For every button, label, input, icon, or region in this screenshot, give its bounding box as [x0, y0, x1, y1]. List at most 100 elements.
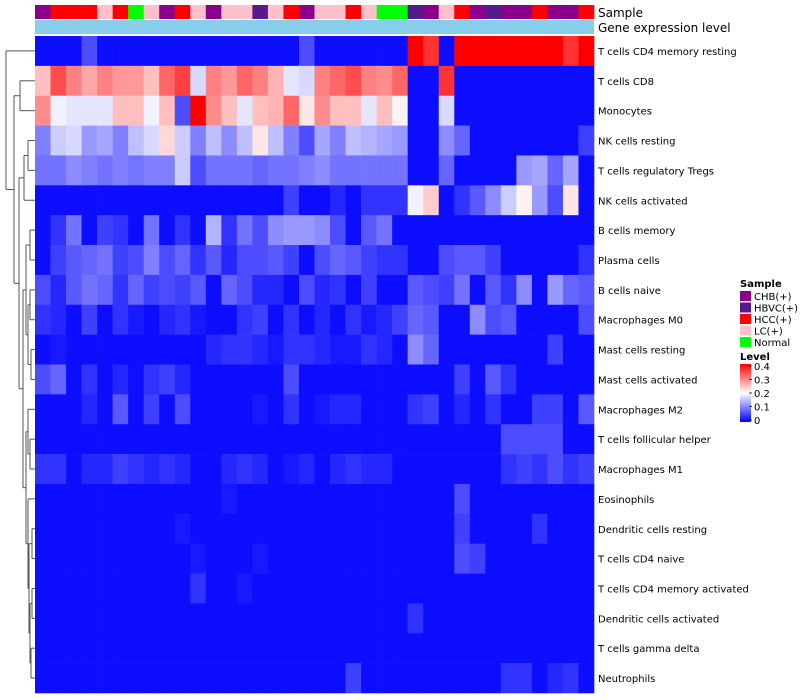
row-label: Dendritic cells resting: [598, 525, 707, 536]
heatmap-cell: [112, 573, 129, 604]
heatmap-cell: [97, 334, 113, 365]
heatmap-cell: [578, 125, 595, 156]
heatmap-cell: [531, 155, 548, 186]
heatmap-cell: [236, 513, 253, 544]
heatmap-cell: [314, 334, 331, 365]
heatmap-cell: [50, 65, 67, 97]
heatmap-cell: [66, 454, 82, 485]
heatmap-cell: [423, 185, 440, 216]
heatmap-cell: [81, 155, 98, 186]
row-label: Macrophages M1: [598, 465, 683, 476]
heatmap-cell: [97, 304, 113, 335]
heatmap-cell: [283, 364, 300, 395]
heatmap-cell: [361, 424, 377, 455]
heatmap-cell: [159, 543, 176, 574]
heatmap-cell: [516, 36, 533, 67]
heatmap-cell: [205, 185, 222, 216]
heatmap-cell: [143, 663, 160, 694]
heatmap-cell: [190, 663, 207, 694]
sample-bar-cell: [81, 5, 98, 19]
heatmap-cell: [128, 65, 144, 97]
heatmap-cell: [81, 603, 98, 634]
heatmap-cell: [454, 364, 471, 395]
heatmap-cell: [267, 543, 284, 574]
heatmap-cell: [314, 424, 331, 455]
heatmap-cell: [128, 36, 144, 67]
heatmap-cell: [66, 364, 82, 395]
heatmap-cell: [423, 155, 440, 186]
heatmap-cell: [97, 155, 113, 186]
heatmap-cell: [66, 603, 82, 634]
row-labels: T cells CD4 memory resting T cells CD8 Mon…: [597, 47, 749, 685]
heatmap-cell: [485, 573, 502, 604]
heatmap-cell: [314, 513, 331, 544]
heatmap-cell: [267, 364, 284, 395]
heatmap-cell: [516, 603, 533, 634]
heatmap-cell: [361, 364, 377, 395]
heatmap-cell: [143, 603, 160, 634]
heatmap-cell: [283, 573, 300, 604]
heatmap-cell: [345, 543, 362, 574]
heatmap-cell: [516, 304, 533, 335]
heatmap-cell: [66, 36, 82, 67]
heatmap-cell: [128, 424, 144, 455]
heatmap-cell: [361, 155, 377, 186]
heatmap-cell: [531, 125, 548, 156]
heatmap-cell: [50, 155, 67, 186]
heatmap-cell: [174, 573, 191, 604]
heatmap-cell: [454, 245, 471, 276]
heatmap-cell: [128, 633, 144, 664]
heatmap-cell: [407, 334, 424, 365]
heatmap-cell: [298, 364, 315, 395]
heatmap-cell: [143, 95, 160, 126]
heatmap-cell: [547, 424, 564, 455]
heatmap-cell: [283, 215, 300, 246]
heatmap-cell: [81, 125, 98, 156]
heatmap-cell: [314, 65, 331, 97]
heatmap-cell: [361, 36, 377, 67]
row-label: Monocytes: [598, 107, 652, 118]
heatmap-cell: [267, 125, 284, 156]
heatmap-cell: [361, 125, 377, 156]
heatmap-cell: [50, 633, 67, 664]
heatmap-cell: [547, 304, 564, 335]
sample-bar-cell: [345, 5, 362, 19]
heatmap-cell: [376, 65, 393, 97]
heatmap-cell: [221, 483, 238, 515]
heatmap-cell: [500, 603, 517, 634]
heatmap-cell: [423, 394, 440, 425]
heatmap-cell: [407, 36, 424, 67]
heatmap-cell: [143, 274, 160, 306]
heatmap-cell: [469, 125, 486, 156]
heatmap-cell: [143, 215, 160, 246]
heatmap-cell: [221, 543, 238, 574]
row-label: B cells memory: [598, 226, 675, 237]
heatmap-cell: [66, 185, 82, 216]
heatmap-cell: [174, 274, 191, 306]
heatmap-cell: [330, 364, 346, 395]
heatmap-cell: [547, 36, 564, 67]
heatmap-cell: [128, 155, 144, 186]
heatmap-cell: [562, 245, 579, 276]
heatmap-cell: [35, 483, 51, 515]
sample-bar-cell: [376, 5, 393, 19]
heatmap-cell: [578, 215, 595, 246]
heatmap-cell: [330, 65, 346, 97]
heatmap-cell: [283, 125, 300, 156]
heatmap-cell: [221, 364, 238, 395]
heatmap-cell: [128, 364, 144, 395]
heatmap-cell: [330, 185, 346, 216]
heatmap-cell: [314, 483, 331, 515]
heatmap-cell: [547, 95, 564, 126]
heatmap-cell: [516, 394, 533, 425]
heatmap-cell: [66, 543, 82, 574]
heatmap-cell: [531, 334, 548, 365]
heatmap-cell: [407, 663, 424, 694]
heatmap-cell: [423, 245, 440, 276]
heatmap-cell: [516, 274, 533, 306]
heatmap-cell: [392, 603, 408, 634]
heatmap-cell: [66, 633, 82, 664]
heatmap-cell: [66, 334, 82, 365]
heatmap-cell: [562, 304, 579, 335]
heatmap-cell: [392, 215, 408, 246]
